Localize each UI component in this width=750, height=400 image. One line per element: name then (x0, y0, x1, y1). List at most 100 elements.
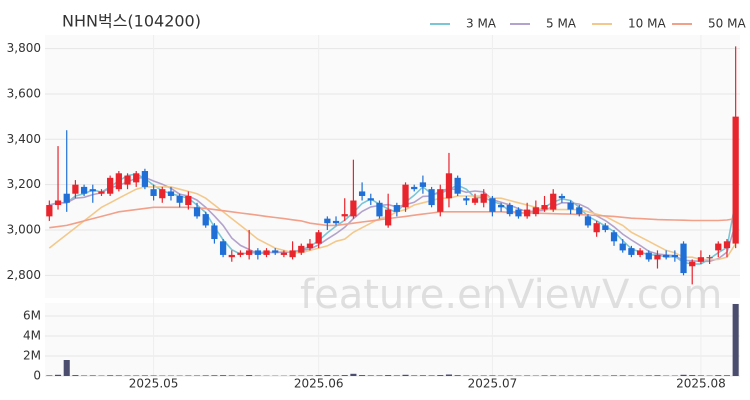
volume-bar (732, 304, 739, 376)
candle-body (411, 186, 418, 190)
volume-bar (202, 375, 209, 376)
candle-body (167, 191, 175, 196)
candle-body (393, 205, 400, 212)
candle-body (610, 232, 618, 242)
candle-body (228, 254, 235, 258)
volume-bar (506, 375, 513, 376)
volume-panel (45, 303, 740, 376)
candle-body (46, 205, 53, 217)
volume-bar (715, 375, 722, 376)
volume-bar (350, 373, 357, 376)
volume-bar (654, 375, 661, 376)
volume-bar (46, 375, 53, 376)
volume-bar (419, 375, 426, 376)
volume-bar (567, 375, 574, 376)
candle-body (654, 254, 661, 260)
candle-body (263, 250, 270, 255)
candle-body (497, 205, 505, 208)
candle-body (219, 241, 227, 255)
y-tick-label: 0 (33, 369, 41, 383)
volume-bar (610, 375, 618, 376)
candle-body (663, 254, 670, 258)
candle-body (350, 200, 357, 217)
candle-body (419, 182, 427, 187)
volume-bar (54, 374, 62, 376)
volume-bar (246, 375, 253, 376)
candle-body (715, 243, 722, 251)
volume-bar (185, 375, 192, 376)
candle-body (376, 202, 383, 217)
volume-bar (445, 374, 453, 376)
y-tick-label: 3,000 (7, 222, 41, 236)
volume-bar (723, 375, 731, 376)
volume-bar (454, 375, 461, 376)
volume-bar (306, 375, 314, 376)
candle-body (532, 207, 539, 215)
volume-bar (619, 375, 626, 376)
candle-body (298, 245, 305, 253)
candle-body (602, 225, 609, 230)
volume-bar (89, 375, 96, 376)
candle-body (141, 171, 149, 187)
candle-body (367, 198, 374, 201)
ma-line (49, 206, 736, 229)
volume-bar (489, 375, 496, 376)
volume-bar (376, 375, 383, 376)
candle-body (185, 195, 192, 206)
candle-body (480, 193, 487, 203)
candle-body (306, 243, 314, 249)
candle-body (506, 205, 513, 215)
volume-bar (141, 375, 148, 376)
volume-bar (697, 375, 704, 376)
x-tick-label: 2025.07 (468, 377, 518, 391)
candle-body (246, 250, 253, 255)
volume-bar (463, 375, 470, 376)
volume-bar (72, 375, 79, 376)
candle-body (107, 177, 114, 194)
volume-bar (115, 375, 122, 376)
legend-label: 10 MA (628, 17, 666, 31)
candle-body (524, 209, 531, 217)
candle-body (402, 184, 409, 208)
legend-label: 5 MA (546, 17, 577, 31)
candle-body (463, 198, 470, 201)
candle-body (385, 209, 392, 226)
candle-body (124, 175, 131, 185)
legend-label: 3 MA (466, 17, 497, 31)
candle-body (515, 209, 522, 217)
candle-body (315, 232, 322, 244)
candle-body (72, 184, 79, 194)
candle-body (324, 218, 331, 224)
volume-bar (150, 375, 157, 376)
volume-bar (689, 375, 696, 376)
candle-body (254, 250, 261, 255)
candle-body (445, 173, 453, 199)
volume-bar (628, 375, 635, 376)
candle-body (541, 205, 548, 210)
volume-bar (359, 375, 366, 376)
y-tick-label: 4M (23, 329, 41, 343)
y-tick-label: 3,600 (7, 86, 41, 100)
candle-body (593, 223, 600, 233)
volume-bar (558, 375, 565, 376)
volume-bar (584, 375, 592, 376)
candle-body (202, 214, 209, 226)
volume-bar (411, 375, 418, 376)
candle-body (454, 177, 461, 194)
candle-body (89, 189, 96, 192)
candle-body (706, 257, 713, 259)
candle-body (98, 191, 105, 194)
candle-body (697, 257, 705, 262)
watermark: feature.enViewV.com (300, 272, 722, 318)
candle-body (471, 198, 479, 203)
chart-title: NHN벅스(104200) (62, 12, 201, 31)
candle-body (54, 200, 62, 206)
candle-body (680, 243, 687, 274)
candle-body (211, 225, 218, 240)
candle-body (628, 248, 635, 255)
volume-bar (63, 360, 70, 376)
candle-body (115, 173, 122, 190)
candle-body (159, 189, 166, 199)
volume-bar (133, 375, 140, 376)
